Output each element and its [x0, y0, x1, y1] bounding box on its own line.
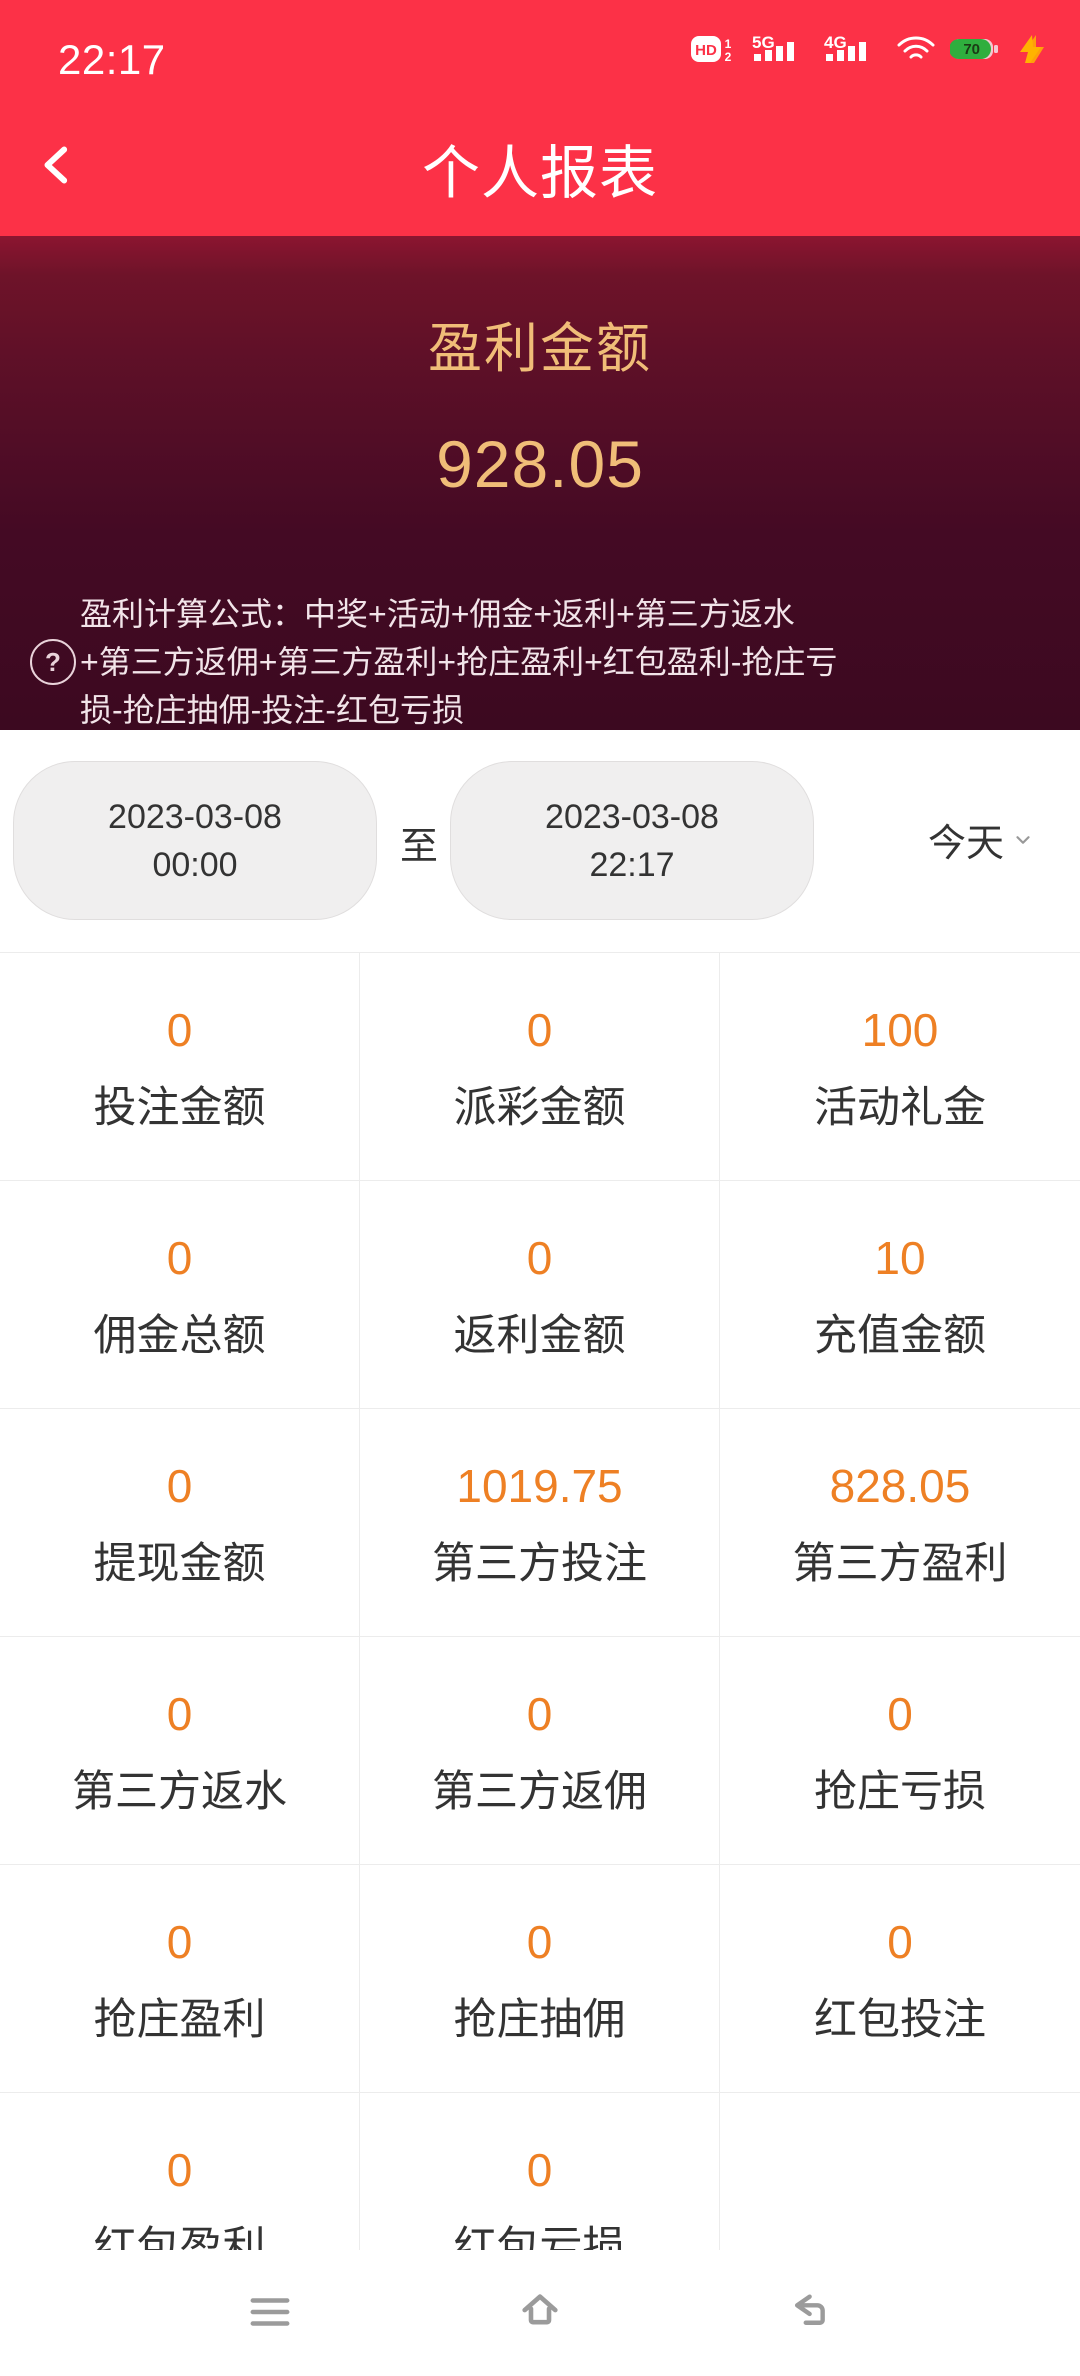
svg-text:5G: 5G — [752, 34, 775, 52]
svg-text:4G: 4G — [824, 34, 847, 52]
svg-text:HD: HD — [695, 42, 717, 59]
svg-text:2: 2 — [725, 50, 732, 64]
svg-text:70: 70 — [963, 41, 980, 58]
svg-text:1: 1 — [725, 37, 732, 51]
